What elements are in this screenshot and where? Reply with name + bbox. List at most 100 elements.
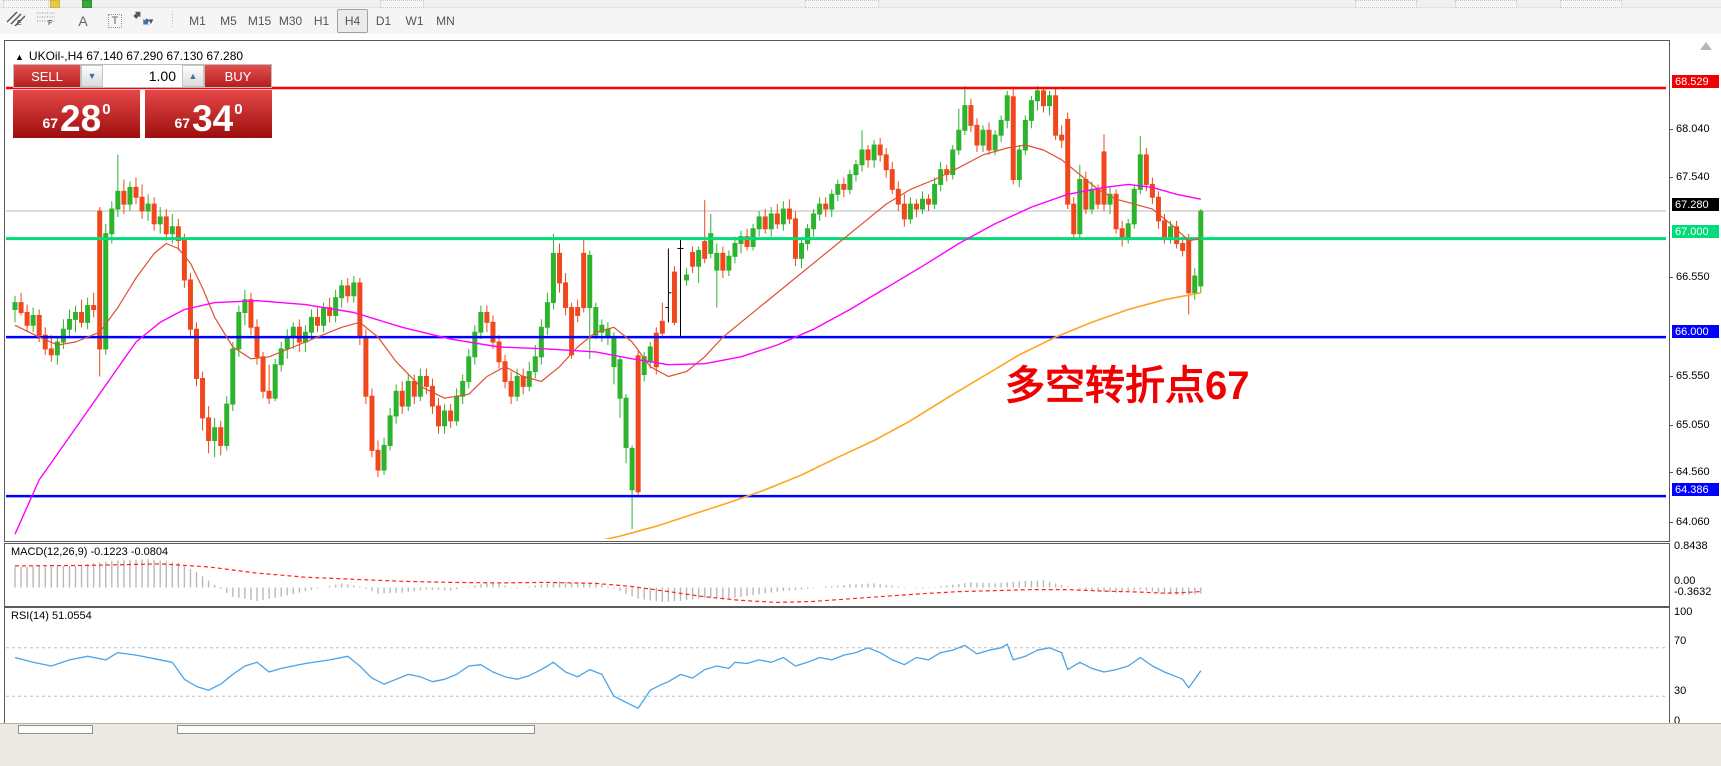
rsi-axis-tick: 30: [1674, 685, 1687, 697]
candle: [200, 377, 206, 419]
candle: [224, 403, 230, 446]
annotation-text[interactable]: 多空转折点67: [1005, 364, 1250, 408]
axis-tick-mark: [1669, 376, 1673, 377]
candle: [327, 307, 333, 316]
candle: [569, 307, 575, 356]
candle: [538, 326, 544, 358]
candle: [460, 380, 466, 397]
volume-decrease-button[interactable]: ▼: [81, 65, 103, 87]
rsi-panel[interactable]: RSI(14) 51.0554: [4, 607, 1670, 733]
candle: [1047, 95, 1053, 107]
axis-tick-mark: [1669, 177, 1673, 178]
candle: [121, 190, 127, 205]
volume-input[interactable]: 1.00: [103, 65, 182, 87]
candle: [260, 356, 266, 392]
candle: [980, 129, 986, 146]
toolbar-fragment: [3, 0, 49, 8]
rsi-chart: [6, 643, 1666, 709]
candle: [926, 198, 932, 205]
candle: [1053, 95, 1059, 136]
macd-axis-tick: 0.8438: [1674, 540, 1708, 552]
buy-price-tile[interactable]: 67 34 0: [145, 90, 272, 138]
timeframe-button-h4[interactable]: H4: [337, 9, 368, 33]
candle: [932, 183, 938, 205]
text-label-tool-icon[interactable]: T: [100, 9, 130, 33]
candle: [629, 447, 635, 491]
grid-tool-icon[interactable]: F: [36, 9, 66, 33]
timeframe-button-h1[interactable]: H1: [313, 14, 330, 28]
price-axis-tick: 67.540: [1676, 171, 1710, 183]
candle: [671, 271, 677, 323]
candle: [563, 282, 569, 309]
candle: [369, 395, 375, 451]
candle: [230, 348, 236, 405]
candle: [847, 174, 853, 190]
bottom-tab[interactable]: [18, 725, 93, 734]
candle: [194, 328, 199, 379]
timeframe-button-m30[interactable]: M30: [278, 14, 303, 28]
candle: [532, 356, 538, 373]
bottom-tab[interactable]: [177, 725, 535, 734]
candle: [956, 129, 962, 151]
candle: [913, 203, 919, 210]
candle: [786, 208, 792, 220]
axis-tick-mark: [1669, 425, 1673, 426]
macd-panel[interactable]: MACD(12,26,9) -0.1223 -0.0804: [4, 543, 1670, 607]
toolbar-fragment-green: [82, 0, 92, 8]
candle: [442, 410, 448, 427]
axis-tick-mark: [1669, 472, 1673, 473]
candle: [1186, 238, 1192, 294]
sell-price-tile[interactable]: 67 28 0: [13, 90, 140, 138]
candle: [127, 186, 133, 205]
candle: [66, 318, 72, 330]
candle: [36, 314, 42, 336]
candle: [998, 119, 1004, 136]
sell-button[interactable]: SELL: [14, 65, 81, 87]
buy-button[interactable]: BUY: [204, 65, 271, 87]
timeframe-button-d1[interactable]: D1: [375, 14, 392, 28]
scroll-to-end-icon[interactable]: [1700, 42, 1712, 50]
price-badge-67.280: 67.280: [1672, 198, 1719, 211]
candle: [817, 203, 823, 215]
candle: [696, 249, 702, 267]
candle: [799, 243, 804, 259]
candle: [611, 336, 617, 368]
candle: [30, 314, 36, 326]
axis-tick-mark: [1669, 277, 1673, 278]
timeframe-button-w1[interactable]: W1: [405, 14, 424, 28]
candle: [617, 359, 623, 399]
candle: [756, 216, 762, 230]
collapse-arrow-icon[interactable]: ▲: [15, 52, 24, 62]
candle: [139, 196, 145, 212]
candle: [48, 348, 54, 356]
buy-price-pip: 0: [234, 101, 243, 118]
candle: [218, 427, 224, 446]
candle: [466, 356, 472, 382]
candle: [321, 307, 327, 326]
volume-increase-button[interactable]: ▲: [182, 65, 204, 87]
timeframe-button-m1[interactable]: M1: [189, 14, 206, 28]
timeframe-button-mn[interactable]: MN: [436, 14, 455, 28]
arrows-tool-icon[interactable]: ▼: [132, 9, 168, 33]
candle: [1143, 154, 1149, 185]
candle: [145, 203, 151, 212]
price-chart[interactable]: 多空转折点67: [5, 41, 1667, 539]
timeframe-button-m15[interactable]: M15: [247, 14, 272, 28]
ma-slow-orange: [602, 292, 1201, 539]
candle: [520, 376, 526, 387]
timeframe-button-m5[interactable]: M5: [220, 14, 237, 28]
text-tool-icon[interactable]: A: [78, 13, 88, 29]
ma-mid-magenta: [14, 183, 1201, 535]
toolbar-grip[interactable]: [170, 11, 175, 29]
chart-workspace: 多空转折点67 ▲ UKOil-,H4 67.140 67.290 67.130 …: [0, 34, 1721, 765]
candle: [1162, 220, 1167, 238]
chart-title: ▲ UKOil-,H4 67.140 67.290 67.130 67.280: [15, 49, 244, 63]
fibonacci-tool-icon[interactable]: E: [4, 9, 34, 33]
candle: [109, 208, 115, 235]
candle: [853, 164, 859, 176]
price-axis-tick: 65.550: [1676, 370, 1710, 382]
price-chart-panel[interactable]: 多空转折点67 ▲ UKOil-,H4 67.140 67.290 67.130 …: [4, 40, 1670, 542]
candle: [181, 240, 187, 281]
price-axis-tick: 68.040: [1676, 123, 1710, 135]
candle: [708, 233, 714, 254]
